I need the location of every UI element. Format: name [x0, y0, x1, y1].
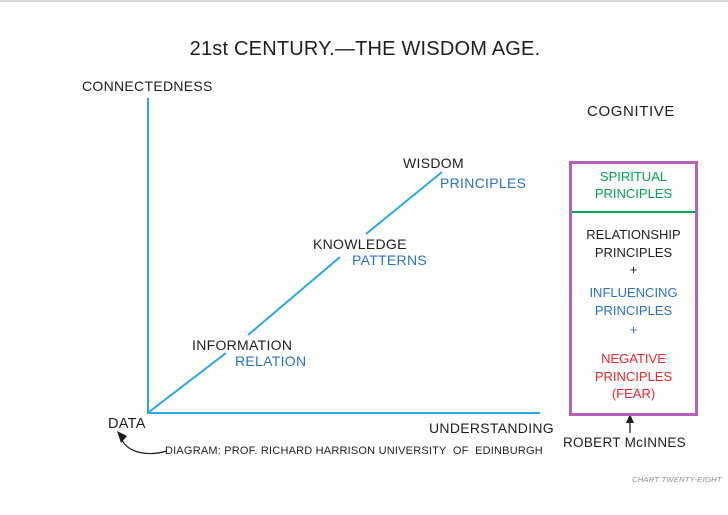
point-label-knowledge: KNOWLEDGE [313, 236, 407, 252]
point-label-information: INFORMATION [192, 337, 293, 353]
point-sublabel-relation: RELATION [235, 353, 307, 369]
growth-line-segment-1 [148, 352, 227, 413]
growth-line-segment-2 [247, 256, 341, 336]
origin-label-data: DATA [108, 416, 146, 432]
relationship-line: RELATIONSHIP [586, 227, 681, 242]
top-edge-divider [0, 0, 728, 2]
negative-line: NEGATIVE [601, 351, 666, 366]
negative-line: PRINCIPLES [594, 368, 673, 384]
spiritual-line: SPIRITUAL [599, 169, 668, 184]
caption-arrow-curve [121, 439, 168, 455]
spiritual-principles-section: SPIRITUAL PRINCIPLES [572, 168, 695, 202]
point-label-wisdom: WISDOM [403, 155, 464, 171]
influencing-line: PRINCIPLES [594, 303, 673, 318]
negative-line: (FEAR) [611, 386, 656, 401]
x-axis-label: UNDERSTANDING [429, 420, 554, 436]
plus-sign: + [629, 322, 638, 337]
green-divider-line [572, 211, 695, 213]
relationship-principles-section: RELATIONSHIP PRINCIPLES [572, 226, 695, 262]
point-sublabel-patterns: PATTERNS [352, 252, 427, 268]
matrix-heading-line: COGNITIVE [587, 103, 675, 120]
cognitive-principle-matrix-box: SPIRITUAL PRINCIPLES RELATIONSHIP PRINCI… [569, 161, 698, 416]
point-sublabel-principles: PRINCIPLES [440, 175, 527, 191]
chart-number: CHART TWENTY-EIGHT [632, 475, 722, 484]
caption-arrowhead-icon [117, 431, 127, 443]
page-title: 21st CENTURY.—THE WISDOM AGE. [189, 38, 541, 60]
growth-line-segment-3 [365, 171, 443, 235]
attribution-arrowhead-icon [626, 414, 634, 423]
diagram-caption: DIAGRAM: PROF. RICHARD HARRISON UNIVERSI… [165, 445, 543, 457]
spiritual-line: PRINCIPLES [594, 186, 673, 201]
negative-principles-section: NEGATIVE PRINCIPLES (FEAR) [572, 350, 695, 403]
plus-sign: + [629, 262, 638, 277]
attribution-name: ROBERT McINNES [563, 435, 686, 450]
influencing-line: INFLUENCING [589, 285, 678, 300]
influencing-principles-section: INFLUENCING PRINCIPLES [572, 284, 695, 320]
y-axis-label: CONNECTEDNESS [82, 78, 213, 94]
relationship-line: PRINCIPLES [594, 245, 673, 260]
